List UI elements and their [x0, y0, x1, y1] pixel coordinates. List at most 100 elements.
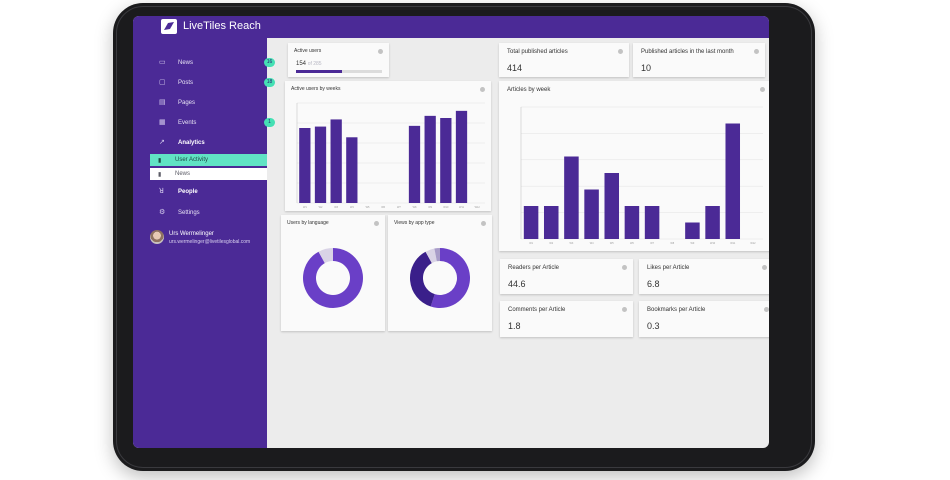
posts-icon: ▢ [159, 79, 166, 86]
document-icon: ▮ [158, 158, 162, 164]
x-tick-label: W8 [670, 242, 674, 245]
readers-per-article-card: Readers per Article 44.6 [500, 259, 633, 294]
bookmarks-per-article-card: Bookmarks per Article 0.3 [639, 301, 769, 337]
x-tick-label: W10 [710, 242, 716, 245]
sidebar-subitem-news[interactable]: ▮ News [150, 168, 267, 180]
user-email: urs.wermelinger@livetilesglobal.com [169, 239, 251, 245]
pie-slice [434, 248, 440, 262]
views-by-app-type-card: Views by app type [388, 215, 492, 331]
x-tick-label: W1 [303, 206, 307, 209]
gear-icon: ⚙ [159, 209, 166, 216]
sidebar-item-settings[interactable]: ⚙ Settings [133, 205, 267, 221]
bar [330, 119, 342, 203]
x-tick-label: W3 [570, 242, 574, 245]
bar [523, 206, 539, 239]
users-by-language-chart [303, 248, 363, 308]
sidebar-item-label: News [178, 60, 194, 66]
sidebar-item-pages[interactable]: ▤ Pages [133, 95, 267, 111]
x-tick-label: W1 [529, 242, 533, 245]
info-icon[interactable] [374, 221, 379, 226]
sidebar-item-analytics[interactable]: ↗ Analytics [133, 135, 267, 151]
views-by-app-type-chart [410, 248, 470, 308]
x-tick-label: W7 [397, 206, 401, 209]
info-icon[interactable] [762, 265, 767, 270]
articles-by-week-chart: W1 W2 W3 W4 W5 W6 W7 W8 W9 W10 W11 W12 [520, 106, 763, 245]
sidebar-subitem-user-activity[interactable]: ▮ User Activity [150, 154, 267, 166]
x-tick-label: W2 [549, 242, 553, 245]
x-tick-label: W5 [366, 206, 370, 209]
active-users-by-weeks-card: Active users by weeks W1 W2 W3 W4 W5 W6 W7 W8 W9… [285, 81, 491, 211]
sidebar-item-events[interactable]: ▦ Events 1 [133, 115, 275, 131]
bar [705, 206, 720, 239]
likes-per-article-card: Likes per Article 6.8 [639, 259, 769, 294]
bar [299, 128, 311, 203]
x-tick-label: W2 [319, 206, 323, 209]
info-icon[interactable] [618, 49, 623, 54]
events-count-badge: 1 [264, 118, 275, 127]
x-tick-label: W7 [650, 242, 654, 245]
card-title: Total published articles [507, 49, 568, 55]
info-icon[interactable] [622, 265, 627, 270]
x-tick-label: W4 [590, 242, 594, 245]
bar [408, 125, 421, 203]
livetiles-logo-icon[interactable] [161, 19, 177, 34]
x-tick-label: W6 [630, 242, 634, 245]
bar [584, 189, 599, 239]
active-users-value: 154 of 285 [296, 61, 322, 67]
document-icon: ▮ [158, 172, 162, 178]
bar [564, 156, 579, 239]
x-tick-label: W3 [334, 206, 338, 209]
card-title: Active users [294, 48, 322, 54]
info-icon[interactable] [480, 87, 485, 92]
active-users-progress-fill [296, 70, 343, 73]
top-bar: LiveTiles Reach [133, 16, 769, 38]
card-value: 414 [507, 63, 523, 73]
sidebar-subitem-label: News [175, 171, 191, 177]
sidebar-item-label: Events [178, 120, 197, 126]
sidebar-item-label: Settings [178, 210, 200, 216]
calendar-icon: ▦ [159, 119, 166, 126]
x-tick-label: W11 [730, 242, 736, 245]
info-icon[interactable] [378, 49, 383, 54]
x-tick-label: W10 [443, 206, 449, 209]
card-title: Articles by week [507, 87, 551, 93]
pie-slice [303, 248, 363, 308]
user-name: Urs Wermelinger [169, 231, 214, 237]
sidebar-item-news[interactable]: ▭ News 16 [133, 55, 275, 71]
card-title: Active users by weeks [291, 86, 341, 92]
total-published-articles-card: Total published articles 414 [499, 43, 629, 77]
comments-per-article-card: Comments per Article 1.8 [500, 301, 633, 337]
pie-slice [318, 248, 333, 264]
info-icon[interactable] [481, 221, 486, 226]
news-icon: ▭ [159, 59, 166, 66]
users-by-language-card: Users by language [281, 215, 385, 331]
pie-slice [425, 248, 437, 264]
info-icon[interactable] [760, 87, 765, 92]
sidebar-item-posts[interactable]: ▢ Posts 18 [133, 75, 275, 91]
bar [440, 118, 452, 203]
info-icon[interactable] [754, 49, 759, 54]
bar [685, 222, 700, 239]
pages-icon: ▤ [159, 99, 166, 106]
analytics-icon: ↗ [159, 139, 165, 146]
info-icon[interactable] [622, 307, 627, 312]
sidebar-item-label: Posts [178, 80, 194, 86]
sidebar-item-label: Pages [178, 100, 196, 106]
published-last-month-card: Published articles in the last month 10 [633, 43, 765, 77]
info-icon[interactable] [764, 307, 769, 312]
bar [314, 126, 327, 203]
bar [604, 173, 620, 239]
card-value: 10 [641, 63, 652, 73]
card-title: Readers per Article [508, 265, 560, 271]
x-tick-label: W5 [610, 242, 614, 245]
x-tick-label: W11 [459, 206, 465, 209]
x-tick-label: W9 [691, 242, 695, 245]
sidebar-item-people[interactable]: ꓤ People [133, 184, 267, 200]
x-tick-label: W9 [428, 206, 432, 209]
active-users-progress [296, 70, 382, 73]
avatar[interactable] [150, 230, 164, 244]
card-value: 44.6 [508, 279, 526, 289]
card-title: Users by language [287, 220, 329, 226]
people-icon: ꓤ [159, 188, 164, 195]
